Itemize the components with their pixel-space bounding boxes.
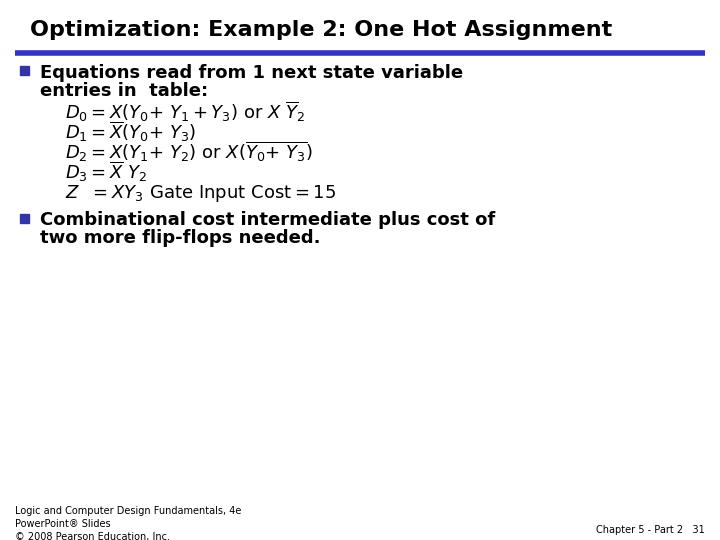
Bar [20, 66, 29, 75]
Text: two more flip-flops needed.: two more flip-flops needed. [40, 229, 320, 247]
Bar [20, 214, 29, 223]
Text: $D_0 = X(Y_0{+}\ Y_1 + Y_3)\ \mathrm{or}\ X\ \overline{Y}_2$: $D_0 = X(Y_0{+}\ Y_1 + Y_3)\ \mathrm{or}… [65, 100, 305, 124]
Text: $Z\ \ = XY_3\ \mathrm{Gate\ Input\ Cost = 15}$: $Z\ \ = XY_3\ \mathrm{Gate\ Input\ Cost … [65, 184, 336, 205]
Text: $D_2 = X(Y_1{+}\ Y_2)\ \mathrm{or}\ X(\overline{Y_0{+}\ Y_3})$: $D_2 = X(Y_1{+}\ Y_2)\ \mathrm{or}\ X(\o… [65, 140, 312, 164]
Text: Equations read from 1 next state variable: Equations read from 1 next state variabl… [40, 64, 463, 82]
Text: Logic and Computer Design Fundamentals, 4e
PowerPoint® Slides
© 2008 Pearson Edu: Logic and Computer Design Fundamentals, … [15, 506, 241, 540]
Text: Combinational cost intermediate plus cost of: Combinational cost intermediate plus cos… [40, 211, 495, 229]
Text: entries in  table:: entries in table: [40, 82, 208, 100]
Text: Chapter 5 - Part 2   31: Chapter 5 - Part 2 31 [596, 525, 705, 535]
Text: $D_3 = \overline{X}\ Y_2$: $D_3 = \overline{X}\ Y_2$ [65, 160, 148, 184]
Text: $D_1 = \overline{X}(Y_0{+}\ Y_3)$: $D_1 = \overline{X}(Y_0{+}\ Y_3)$ [65, 120, 197, 144]
Text: Optimization: Example 2: One Hot Assignment: Optimization: Example 2: One Hot Assignm… [30, 20, 612, 40]
